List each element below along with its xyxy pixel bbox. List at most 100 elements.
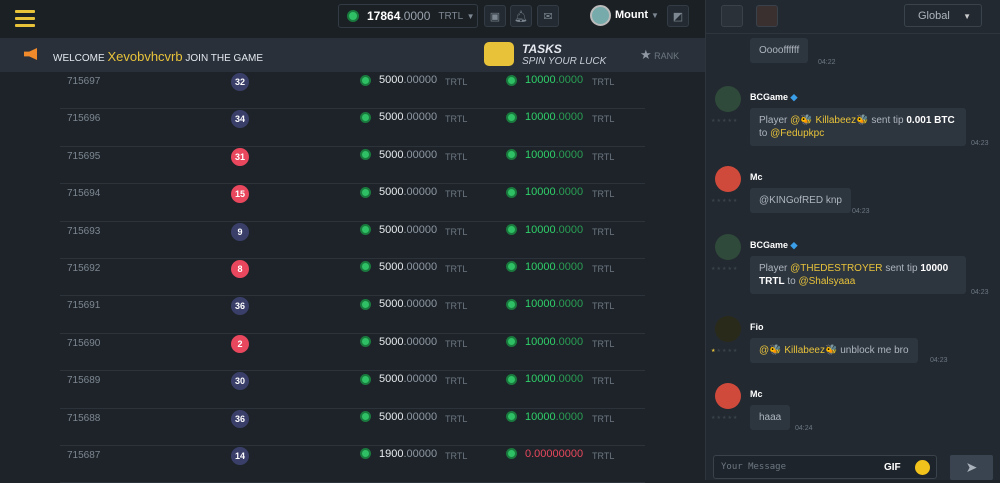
bet-dec: .00000 xyxy=(403,373,438,386)
payout-int: 10000 xyxy=(525,111,556,124)
round-id[interactable]: 715697 xyxy=(67,76,101,87)
menu-icon[interactable] xyxy=(15,10,35,27)
mention[interactable]: @Shalsyaaa xyxy=(798,276,856,287)
bet-dec: .00000 xyxy=(403,223,438,236)
trtl-coin-icon xyxy=(347,10,359,22)
username[interactable]: BCGame ◆ xyxy=(750,240,797,251)
bet-currency: TRTL xyxy=(445,301,468,312)
tasks-button[interactable]: TASKS SPIN YOUR LUCK xyxy=(522,42,606,67)
bet-amount: 5000.00000 xyxy=(360,111,437,123)
table-row[interactable]: 715690 2 5000.00000 TRTL 10000.0000 TRTL xyxy=(60,334,645,372)
table-row[interactable]: 715697 32 5000.00000 TRTL 10000.0000 TRT… xyxy=(60,72,645,110)
payout-int: 10000 xyxy=(525,223,556,236)
avatar[interactable] xyxy=(715,234,741,260)
balance-selector[interactable]: 17864.0000 TRTL ▼ xyxy=(338,4,478,28)
mention[interactable]: @Fedupkpc xyxy=(770,128,825,139)
payout-dec: .0000 xyxy=(555,373,584,386)
table-row[interactable]: 715692 8 5000.00000 TRTL 10000.0000 TRTL xyxy=(60,259,645,297)
username[interactable]: Mc xyxy=(750,172,763,182)
trtl-coin-icon xyxy=(360,298,371,310)
round-id[interactable]: 715690 xyxy=(67,337,101,349)
t: to xyxy=(759,128,768,139)
bet-currency: TRTL xyxy=(445,376,468,387)
payout-amount: 10000.0000 xyxy=(506,336,583,348)
round-id[interactable]: 715696 xyxy=(67,113,101,125)
trtl-coin-icon xyxy=(506,336,517,348)
bet-dec: .00000 xyxy=(403,260,438,273)
avatar[interactable] xyxy=(715,166,741,192)
table-row[interactable]: 715691 36 5000.00000 TRTL 10000.0000 TRT… xyxy=(60,296,645,334)
bet-amount: 5000.00000 xyxy=(360,224,437,236)
bet-amount: 5000.00000 xyxy=(360,298,437,310)
avatar[interactable] xyxy=(715,316,741,342)
bet-int: 5000 xyxy=(379,111,404,124)
notifications-button[interactable]: 🔔︎ xyxy=(510,5,532,27)
trtl-coin-icon xyxy=(506,186,517,198)
table-row[interactable]: 715696 34 5000.00000 TRTL 10000.0000 TRT… xyxy=(60,109,645,147)
megaphone-icon xyxy=(24,48,37,60)
trtl-coin-icon xyxy=(506,111,517,123)
result-number-badge: 34 xyxy=(231,110,249,129)
table-row[interactable]: 715693 9 5000.00000 TRTL 10000.0000 TRTL xyxy=(60,222,645,259)
payout-amount: 10000.0000 xyxy=(506,224,583,236)
chevron-down-icon: ▼ xyxy=(466,11,475,21)
round-id[interactable]: 715689 xyxy=(67,375,101,387)
username[interactable]: Fio xyxy=(750,322,764,332)
gif-button[interactable]: GIF xyxy=(884,462,901,473)
message-text: Ooooffffff xyxy=(759,45,800,56)
round-id[interactable]: 715694 xyxy=(67,188,101,200)
round-id[interactable]: 715693 xyxy=(67,225,101,237)
message-input[interactable]: Your Message xyxy=(713,455,937,479)
payout-int: 10000 xyxy=(525,186,556,199)
welcome-prefix: WELCOME xyxy=(53,53,105,64)
table-row[interactable]: 715689 30 5000.00000 TRTL 10000.0000 TRT… xyxy=(60,371,645,409)
messages-button[interactable]: ✉ xyxy=(537,5,559,27)
trtl-coin-icon xyxy=(506,261,517,273)
chat-bubble: @KINGofRED knp xyxy=(750,188,851,213)
meteor-button[interactable] xyxy=(756,5,778,27)
bet-currency: TRTL xyxy=(445,151,468,162)
avatar[interactable] xyxy=(715,86,741,112)
mention[interactable]: @🐝 Killabeez🐝 xyxy=(790,115,869,126)
table-row[interactable]: 715695 31 5000.00000 TRTL 10000.0000 TRT… xyxy=(60,147,645,185)
send-button[interactable]: ➤ xyxy=(950,455,993,480)
round-id[interactable]: 715688 xyxy=(67,412,101,424)
mention[interactable]: @THEDESTROYER xyxy=(790,263,883,274)
payout-amount: 10000.0000 xyxy=(506,373,583,385)
table-row[interactable]: 715688 36 5000.00000 TRTL 10000.0000 TRT… xyxy=(60,409,645,446)
verified-icon: ◆ xyxy=(790,240,798,250)
message-time: 04:24 xyxy=(795,425,813,432)
rank-label: RANK xyxy=(654,51,680,61)
tasks-icon[interactable] xyxy=(484,42,514,66)
rain-button[interactable] xyxy=(721,5,743,27)
vault-button[interactable]: ▣ xyxy=(484,5,506,27)
round-id[interactable]: 715687 xyxy=(67,449,101,461)
bet-dec: .00000 xyxy=(403,111,438,124)
payout-currency: TRTL xyxy=(592,77,615,87)
bet-currency: TRTL xyxy=(445,413,468,424)
rank-button[interactable]: ★ RANK xyxy=(640,47,679,63)
mention[interactable]: @🐝 Killabeez🐝 xyxy=(759,345,838,356)
chat-toggle-button[interactable]: ◩ xyxy=(667,5,689,27)
bet-amount: 5000.00000 xyxy=(360,373,437,385)
avatar[interactable] xyxy=(590,5,611,26)
round-id[interactable]: 715695 xyxy=(67,150,101,162)
table-row[interactable]: 715694 15 5000.00000 TRTL 10000.0000 TRT… xyxy=(60,184,645,222)
message-time: 04:23 xyxy=(852,208,870,215)
user-menu[interactable]: Mount ▼ xyxy=(615,9,659,21)
round-id[interactable]: 715692 xyxy=(67,262,101,274)
result-number-badge: 32 xyxy=(231,73,249,91)
chevron-down-icon: ▼ xyxy=(651,11,659,20)
trtl-coin-icon xyxy=(506,448,517,460)
username[interactable]: BCGame ◆ xyxy=(750,92,797,103)
channel-select[interactable]: Global ▼ xyxy=(904,4,982,27)
table-row[interactable]: 715687 14 1900.00000 TRTL 0.00000000 TRT… xyxy=(60,446,645,483)
round-id[interactable]: 715691 xyxy=(67,300,101,312)
avatar[interactable] xyxy=(715,383,741,409)
bet-int: 5000 xyxy=(379,223,404,236)
payout-amount: 10000.0000 xyxy=(506,186,583,198)
channel-label: Global xyxy=(918,10,950,22)
username[interactable]: Mc xyxy=(750,389,763,399)
payout-currency: TRTL xyxy=(592,226,615,237)
emoji-icon[interactable] xyxy=(915,460,930,475)
